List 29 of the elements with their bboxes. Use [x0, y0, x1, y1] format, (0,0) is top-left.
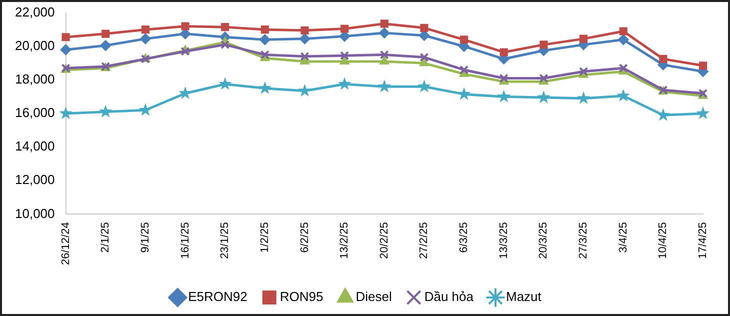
y-tick-label: 20,000	[14, 38, 55, 53]
x-tick-label: 6/3/25	[458, 222, 470, 253]
legend-label: Dầu hỏa	[424, 289, 474, 304]
legend-label: RON95	[280, 289, 324, 304]
y-tick-label: 16,000	[14, 105, 55, 120]
x-tick-label: 27/2/25	[418, 222, 430, 259]
x-tick-label: 6/2/25	[298, 222, 311, 253]
x-tick-label: 13/2/25	[338, 222, 351, 259]
x-tick-label: 2/1/25	[100, 222, 112, 253]
y-tick-label: 18,000	[14, 72, 55, 87]
x-tick-label: 3/4/25	[617, 222, 630, 253]
x-tick-label: 1/2/25	[258, 222, 271, 253]
legend-label: Diesel	[356, 289, 392, 304]
legend-label: Mazut	[506, 289, 542, 304]
y-tick-label: 12,000	[14, 172, 55, 188]
y-tick-label: 10,000	[14, 206, 55, 221]
y-tick-label: 14,000	[14, 138, 55, 154]
x-tick-label: 16/1/25	[179, 222, 192, 259]
x-tick-label: 9/1/25	[139, 222, 152, 253]
x-tick-label: 20/3/25	[538, 222, 550, 259]
x-tick-label: 17/4/25	[697, 222, 710, 259]
x-tick-label: 26/12/24	[60, 222, 72, 266]
x-tick-label: 10/4/25	[657, 222, 670, 259]
x-tick-label: 27/3/25	[578, 222, 590, 259]
x-tick-label: 23/1/25	[219, 222, 232, 259]
x-tick-label: 13/3/25	[498, 222, 510, 259]
legend-label: E5RON92	[188, 289, 248, 304]
y-tick-label: 22,000	[14, 4, 55, 20]
x-tick-label: 20/2/25	[378, 222, 390, 259]
